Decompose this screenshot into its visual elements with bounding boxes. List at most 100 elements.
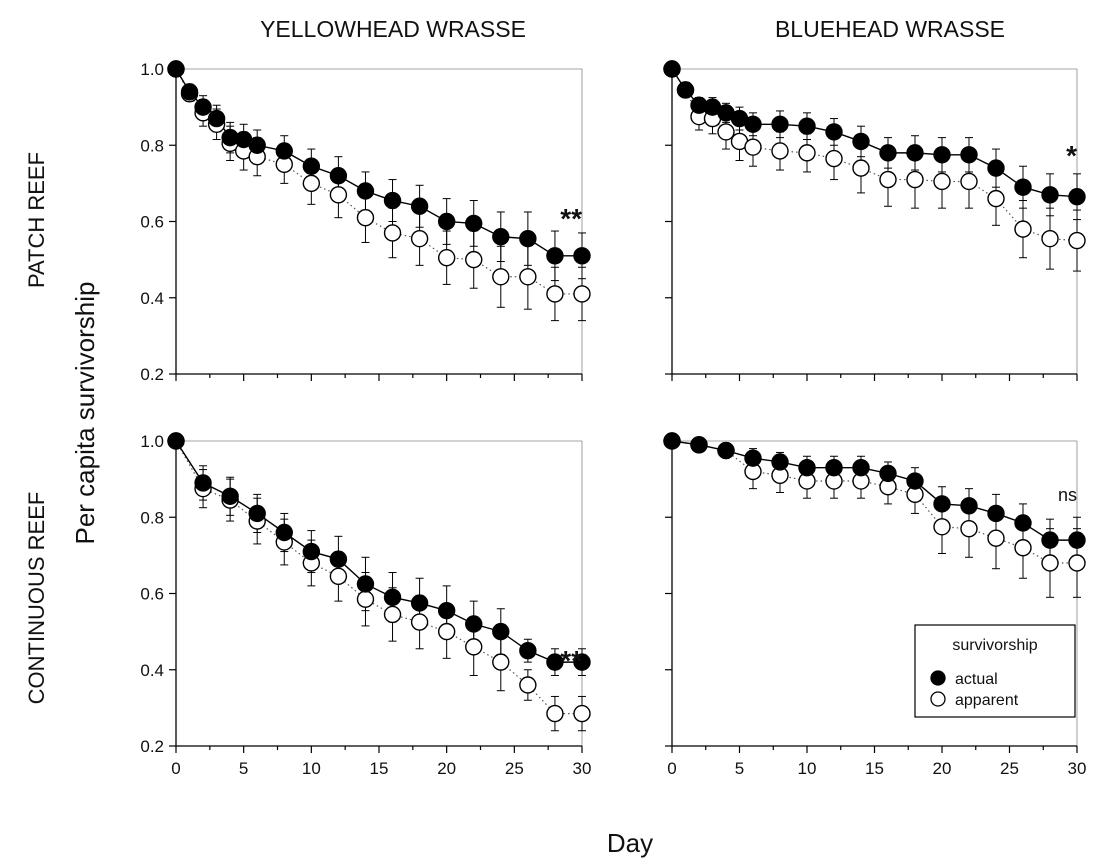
data-point-actual xyxy=(356,575,375,593)
y-tick-label: 0.6 xyxy=(140,213,164,232)
series-line-actual xyxy=(175,440,582,663)
data-point-apparent xyxy=(356,208,375,227)
data-point-actual xyxy=(717,441,735,460)
y-axis-title: Per capita survivorship xyxy=(70,282,100,545)
data-point-apparent xyxy=(987,189,1005,208)
data-point-apparent xyxy=(1014,539,1032,557)
data-point-apparent xyxy=(717,123,735,141)
data-point-actual xyxy=(771,115,789,133)
data-point-apparent xyxy=(302,174,321,193)
legend-label-apparent: apparent xyxy=(955,692,1019,709)
column-title-bluehead: BLUEHEAD WRASSE xyxy=(775,16,1005,42)
x-tick-label: 30 xyxy=(1068,759,1087,778)
data-point-actual xyxy=(275,142,293,160)
data-point-actual xyxy=(690,436,708,454)
data-point-apparent xyxy=(410,229,429,248)
data-point-actual xyxy=(194,98,212,116)
data-point-actual xyxy=(180,83,199,101)
x-tick-label: 15 xyxy=(865,759,884,778)
significance-label: * xyxy=(1066,140,1077,171)
data-point-apparent xyxy=(519,268,537,286)
data-point-apparent xyxy=(744,138,762,156)
data-point-apparent xyxy=(546,285,564,303)
data-point-apparent xyxy=(410,613,429,631)
data-point-actual xyxy=(987,159,1005,177)
data-point-actual xyxy=(1068,188,1086,206)
data-point-actual xyxy=(1068,531,1086,549)
data-point-apparent xyxy=(492,268,510,286)
x-tick-label: 25 xyxy=(505,759,524,778)
data-point-apparent xyxy=(933,518,951,536)
data-point-apparent xyxy=(546,704,564,723)
data-point-apparent xyxy=(573,704,591,723)
y-tick-label: 1.0 xyxy=(140,432,164,451)
data-point-actual xyxy=(798,458,816,477)
data-point-actual xyxy=(410,197,429,215)
data-point-actual xyxy=(744,449,762,467)
data-point-actual xyxy=(546,653,564,671)
data-point-actual xyxy=(356,182,375,200)
data-point-actual xyxy=(167,60,185,78)
data-point-apparent xyxy=(573,285,591,303)
data-point-actual xyxy=(676,81,695,99)
data-point-actual xyxy=(492,622,510,641)
x-tick-label: 10 xyxy=(302,759,321,778)
data-point-actual xyxy=(573,653,591,671)
data-point-actual xyxy=(798,117,816,135)
data-point-apparent xyxy=(879,170,897,189)
data-point-apparent xyxy=(960,519,978,538)
data-point-actual xyxy=(825,458,843,477)
column-title-yellowhead: YELLOWHEAD WRASSE xyxy=(260,16,526,42)
y-tick-label: 0.4 xyxy=(140,661,164,680)
data-point-apparent xyxy=(906,170,924,189)
data-point-actual xyxy=(825,123,843,141)
series-line-actual xyxy=(671,440,1077,541)
data-point-actual xyxy=(383,588,402,607)
data-point-actual xyxy=(906,144,924,162)
row-title-continuous-reef: CONTINUOUS REEF xyxy=(24,492,49,705)
data-point-apparent xyxy=(383,224,402,242)
data-point-apparent xyxy=(798,144,816,162)
legend-marker-apparent xyxy=(930,691,946,707)
data-point-actual xyxy=(275,523,293,542)
data-point-actual xyxy=(1014,178,1032,196)
data-point-actual xyxy=(302,157,321,175)
data-point-actual xyxy=(302,542,321,561)
y-tick-label: 0.4 xyxy=(140,289,164,308)
x-tick-label: 5 xyxy=(239,759,248,778)
data-point-actual xyxy=(663,432,681,450)
data-point-actual xyxy=(248,136,266,154)
data-point-actual xyxy=(410,594,429,612)
data-point-apparent xyxy=(465,638,483,656)
data-point-apparent xyxy=(329,567,348,586)
data-point-actual xyxy=(519,641,537,660)
y-tick-label: 0.6 xyxy=(140,585,164,604)
data-point-apparent xyxy=(1068,554,1086,572)
data-point-actual xyxy=(383,191,402,210)
data-point-actual xyxy=(167,432,185,450)
data-point-apparent xyxy=(356,590,375,608)
data-point-apparent xyxy=(437,622,456,641)
significance-label: ** xyxy=(560,645,582,676)
data-point-actual xyxy=(437,601,456,620)
data-point-actual xyxy=(221,487,239,505)
data-point-apparent xyxy=(825,149,843,168)
x-tick-label: 15 xyxy=(370,759,389,778)
significance-label: ns xyxy=(1058,485,1077,505)
x-tick-label: 0 xyxy=(667,759,676,778)
legend-label-actual: actual xyxy=(955,671,998,688)
significance-label: ** xyxy=(560,203,582,234)
x-tick-label: 25 xyxy=(1000,759,1019,778)
data-point-actual xyxy=(906,472,924,490)
data-point-actual xyxy=(879,144,897,162)
x-tick-label: 0 xyxy=(171,759,180,778)
data-point-actual xyxy=(1041,531,1059,549)
x-tick-label: 20 xyxy=(437,759,456,778)
data-point-actual xyxy=(437,212,456,231)
data-point-actual xyxy=(933,146,951,164)
data-point-apparent xyxy=(492,653,510,671)
data-point-actual xyxy=(960,497,978,515)
data-point-apparent xyxy=(1041,229,1059,248)
data-point-actual xyxy=(519,229,537,248)
